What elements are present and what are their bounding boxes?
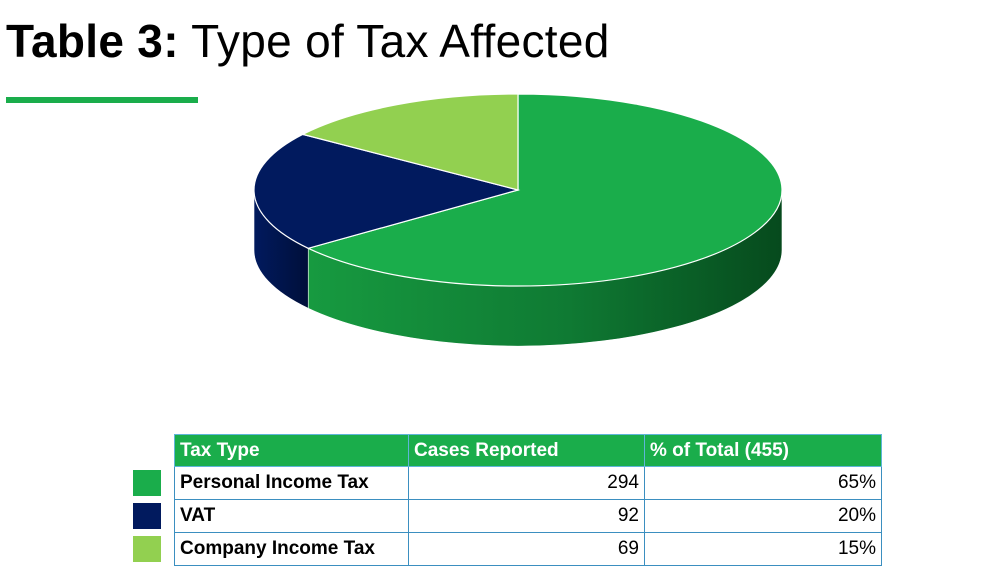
title-text: Type of Tax Affected bbox=[191, 15, 610, 67]
header-cases-reported: Cases Reported bbox=[408, 434, 645, 467]
tax-type-table: Tax Type Cases Reported % of Total (455)… bbox=[174, 434, 882, 566]
cell-cases: 69 bbox=[408, 532, 645, 566]
table-row: Company Income Tax 69 15% bbox=[174, 532, 882, 566]
table-row: Personal Income Tax 294 65% bbox=[174, 466, 882, 500]
legend-swatch-personal-income-tax bbox=[133, 470, 161, 496]
table-row: VAT 92 20% bbox=[174, 499, 882, 533]
cell-tax-type: VAT bbox=[174, 499, 409, 533]
table-header-row: Tax Type Cases Reported % of Total (455) bbox=[174, 434, 882, 467]
page-title: Table 3: Type of Tax Affected bbox=[6, 14, 610, 68]
pie-slice-vat bbox=[253, 133, 521, 249]
header-tax-type: Tax Type bbox=[174, 434, 409, 467]
cell-tax-type: Personal Income Tax bbox=[174, 466, 409, 500]
pie-slices bbox=[253, 93, 783, 287]
cell-percent: 20% bbox=[644, 499, 882, 533]
cell-cases: 92 bbox=[408, 499, 645, 533]
header-percent-total: % of Total (455) bbox=[644, 434, 882, 467]
title-prefix: Table 3: bbox=[6, 15, 179, 67]
cell-cases: 294 bbox=[408, 466, 645, 500]
accent-rule bbox=[6, 97, 198, 103]
legend-swatch-vat bbox=[133, 503, 161, 529]
cell-percent: 65% bbox=[644, 466, 882, 500]
legend-swatch-company-income-tax bbox=[133, 536, 161, 562]
pie-slice-company-income-tax bbox=[301, 93, 519, 191]
cell-tax-type: Company Income Tax bbox=[174, 532, 409, 566]
pie-chart bbox=[253, 93, 783, 347]
cell-percent: 15% bbox=[644, 532, 882, 566]
pie-slice-personal-income-tax bbox=[306, 93, 783, 287]
